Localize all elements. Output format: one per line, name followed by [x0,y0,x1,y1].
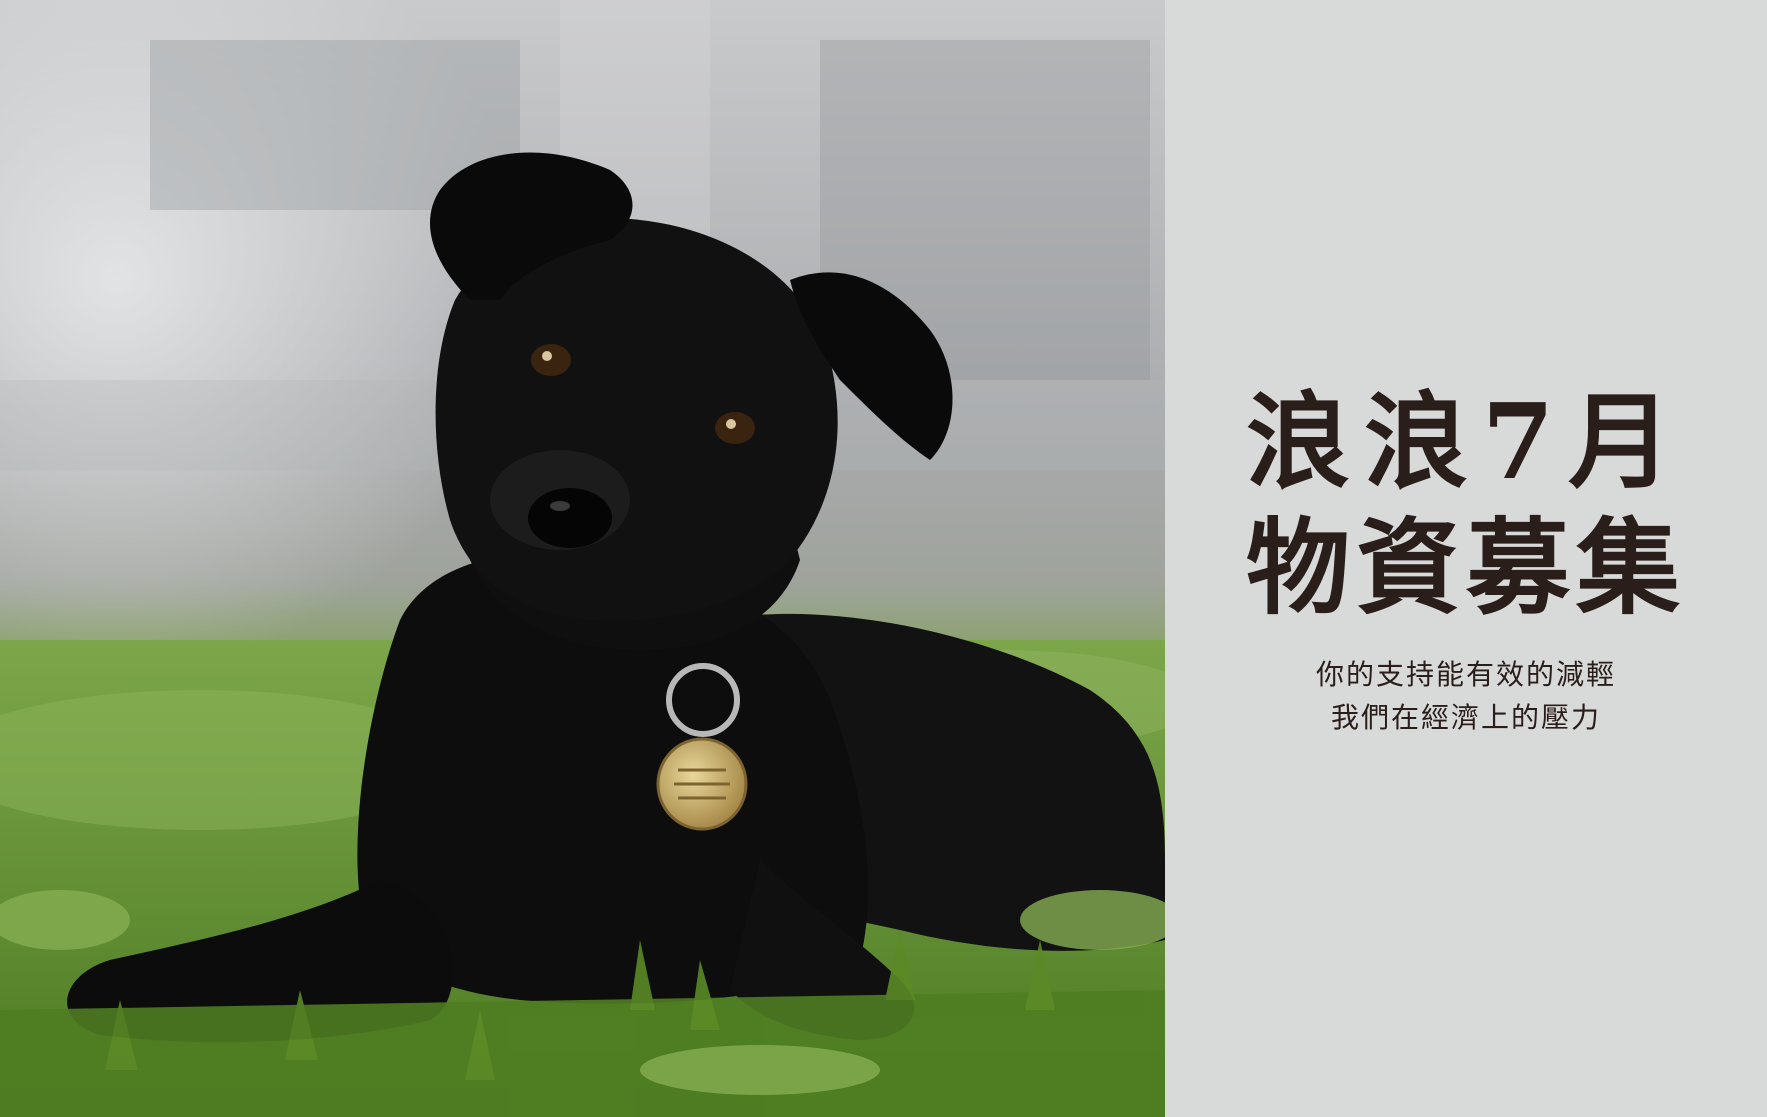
dog-photo [0,0,1165,1117]
title-line-2: 物資募集 [1245,506,1686,629]
grass-blades [0,930,1165,1117]
dog [67,152,1165,1043]
collar-ring [666,663,740,737]
subtitle-line-1: 你的支持能有效的減輕 [1315,658,1616,691]
text-panel: 浪浪7月 物資募集 你的支持能有效的減輕 我們在經濟上的壓力 [1165,0,1767,1117]
title-line-1: 浪浪7月 [1245,380,1687,503]
subtitle-line-2: 我們在經濟上的壓力 [1330,701,1601,734]
dog-photo-svg [0,0,1165,1117]
